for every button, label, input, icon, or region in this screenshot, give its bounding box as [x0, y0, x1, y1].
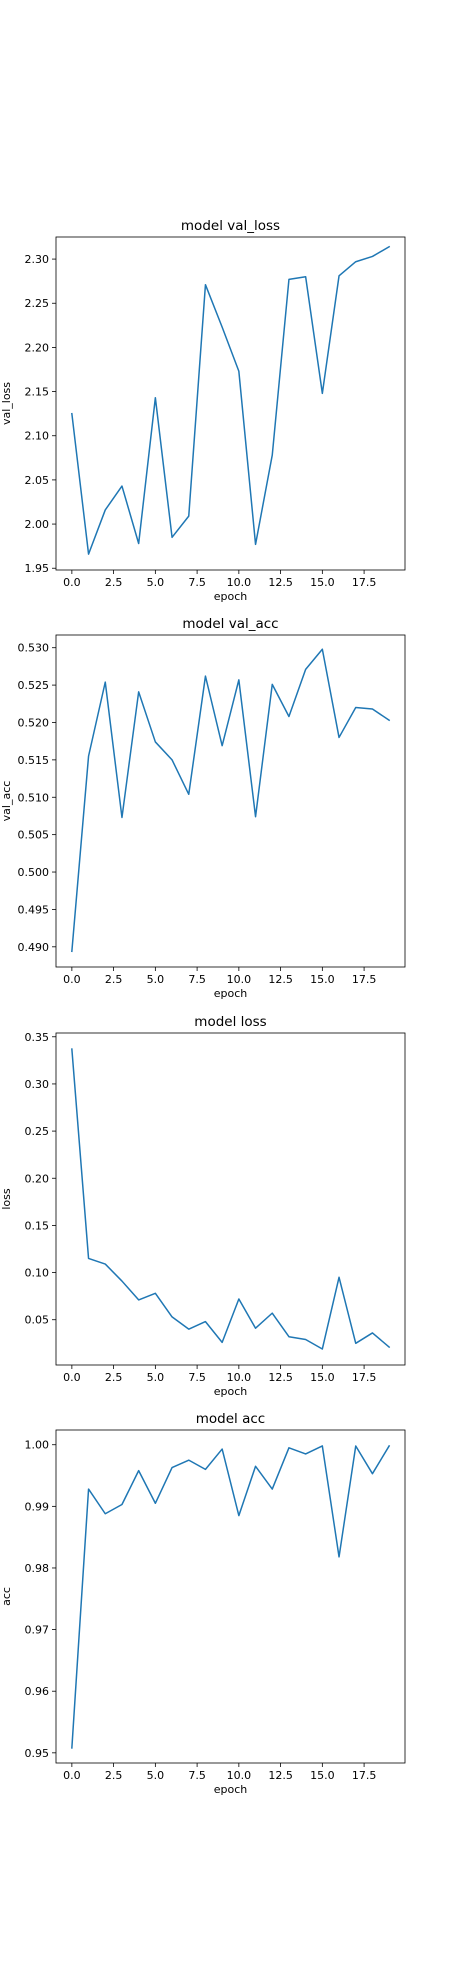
x-tick-label: 0.0 — [63, 1371, 81, 1384]
y-tick-label: 2.20 — [25, 341, 50, 354]
axes-frame — [55, 1032, 406, 1366]
y-axis-label: val_loss — [0, 382, 13, 425]
y-tick-label: 0.96 — [25, 1685, 50, 1698]
y-tick-label: 0.500 — [18, 866, 50, 879]
y-tick-label: 0.505 — [18, 829, 50, 842]
x-tick-label: 15.0 — [310, 576, 335, 589]
y-tick-label: 2.00 — [25, 518, 50, 531]
y-tick-label: 0.520 — [18, 716, 50, 729]
y-tick-label: 2.10 — [25, 430, 50, 443]
x-tick-label: 2.5 — [105, 973, 123, 986]
x-tick-label: 7.5 — [188, 1769, 206, 1782]
series-line — [71, 648, 391, 953]
chart-title: model loss — [194, 1014, 266, 1030]
axes-frame — [55, 236, 406, 571]
y-tick-label: 2.30 — [25, 253, 50, 266]
y-tick-label: 0.495 — [18, 903, 50, 916]
y-tick-label: 0.525 — [18, 679, 50, 692]
y-tick-label: 0.98 — [25, 1562, 50, 1575]
y-tick-label: 0.97 — [25, 1624, 50, 1637]
x-axis-label: epoch — [214, 987, 248, 1000]
axes-frame — [55, 1429, 406, 1764]
x-tick-label: 10.0 — [227, 973, 252, 986]
y-tick-label: 0.510 — [18, 791, 50, 804]
y-tick-label: 2.25 — [25, 297, 50, 310]
y-tick-label: 2.05 — [25, 474, 50, 487]
y-tick-label: 1.00 — [25, 1439, 50, 1452]
y-tick-label: 2.15 — [25, 386, 50, 399]
y-tick-label: 0.490 — [18, 941, 50, 954]
y-tick-label: 0.530 — [18, 642, 50, 655]
x-tick-label: 12.5 — [268, 973, 293, 986]
x-tick-label: 2.5 — [105, 576, 123, 589]
x-tick-label: 10.0 — [227, 1769, 252, 1782]
x-tick-label: 0.0 — [63, 973, 81, 986]
x-tick-label: 12.5 — [268, 576, 293, 589]
x-tick-label: 15.0 — [310, 1371, 335, 1384]
y-tick-label: 0.25 — [25, 1125, 50, 1138]
x-tick-label: 17.5 — [352, 1371, 377, 1384]
y-tick-label: 0.15 — [25, 1219, 50, 1232]
x-tick-label: 5.0 — [147, 576, 165, 589]
y-tick-label: 0.35 — [25, 1031, 50, 1044]
subplot-4: 0.0 2.5 5.0 7.5 10.0 12.5 15.0 17.5 0.95 0.96 0.97… — [0, 1411, 406, 1796]
x-tick-label: 2.5 — [105, 1371, 123, 1384]
x-tick-label: 17.5 — [352, 973, 377, 986]
x-tick-label: 5.0 — [147, 973, 165, 986]
x-tick-label: 5.0 — [147, 1769, 165, 1782]
x-tick-label: 10.0 — [227, 576, 252, 589]
x-tick-label: 0.0 — [63, 1769, 81, 1782]
series-line — [71, 245, 391, 555]
y-tick-label: 0.20 — [25, 1172, 50, 1185]
x-tick-label: 12.5 — [268, 1769, 293, 1782]
y-tick-label: 0.30 — [25, 1078, 50, 1091]
chart-title: model acc — [196, 1411, 265, 1427]
x-tick-label: 12.5 — [268, 1371, 293, 1384]
x-tick-label: 15.0 — [310, 1769, 335, 1782]
series-line — [71, 1048, 391, 1350]
chart-title: model val_acc — [182, 616, 278, 632]
y-axis-label: val_acc — [0, 781, 13, 822]
y-tick-label: 0.95 — [25, 1747, 50, 1760]
x-tick-label: 17.5 — [352, 576, 377, 589]
x-tick-label: 17.5 — [352, 1769, 377, 1782]
y-tick-label: 1.95 — [25, 562, 50, 575]
chart-title: model val_loss — [181, 218, 280, 234]
x-tick-label: 7.5 — [188, 973, 206, 986]
x-axis-label: epoch — [214, 590, 248, 603]
subplot-3: 0.0 2.5 5.0 7.5 10.0 12.5 15.0 17.5 0.05 0.10 0.15… — [0, 1014, 406, 1398]
y-tick-label: 0.99 — [25, 1500, 50, 1513]
subplot-2: 0.0 2.5 5.0 7.5 10.0 12.5 15.0 17.5 0.490 0.495 0.… — [0, 616, 406, 1000]
x-axis-label: epoch — [214, 1385, 248, 1398]
x-tick-label: 7.5 — [188, 576, 206, 589]
x-tick-label: 5.0 — [147, 1371, 165, 1384]
y-tick-label: 0.05 — [25, 1314, 50, 1327]
series-line — [71, 1444, 391, 1749]
y-axis-label: acc — [0, 1587, 13, 1606]
x-tick-label: 7.5 — [188, 1371, 206, 1384]
x-axis-label: epoch — [214, 1783, 248, 1796]
y-tick-label: 0.515 — [18, 754, 50, 767]
y-axis-label: loss — [0, 1188, 13, 1210]
x-tick-label: 15.0 — [310, 973, 335, 986]
subplot-1: 0.0 2.5 5.0 7.5 10.0 12.5 15.0 17.5 1.95 2.00 2.05… — [0, 218, 406, 603]
x-tick-label: 2.5 — [105, 1769, 123, 1782]
axes-frame — [55, 634, 406, 968]
y-tick-label: 0.10 — [25, 1267, 50, 1280]
x-tick-label: 10.0 — [227, 1371, 252, 1384]
x-tick-label: 0.0 — [63, 576, 81, 589]
